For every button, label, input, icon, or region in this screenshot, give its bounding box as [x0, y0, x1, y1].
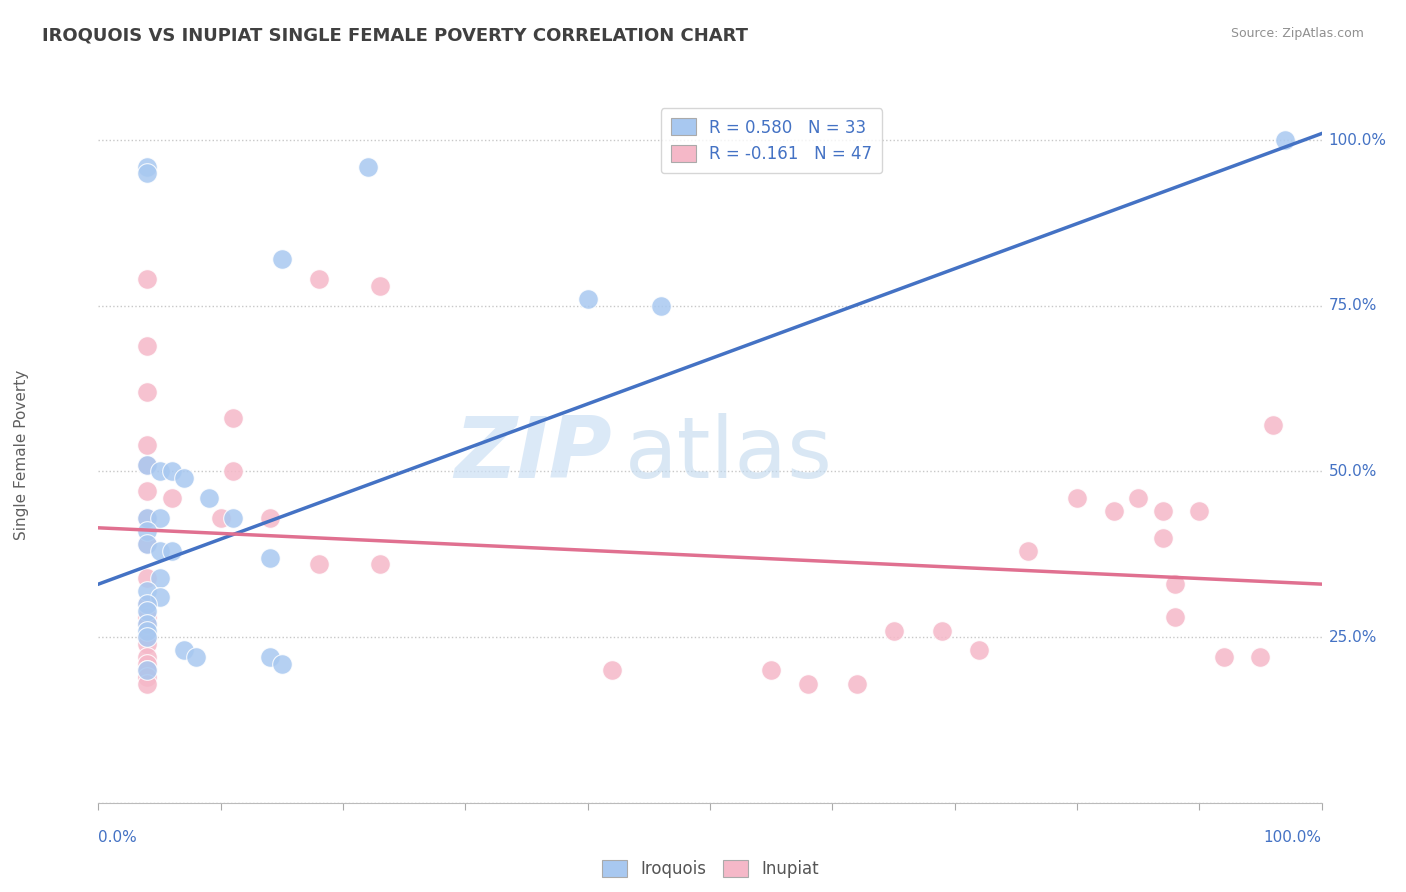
Point: [136, 384, 159, 399]
Point: [160, 544, 183, 558]
Point: [1152, 504, 1174, 518]
Point: [1274, 133, 1296, 147]
Point: [931, 624, 953, 638]
Point: [883, 624, 905, 638]
Point: [136, 537, 159, 551]
Point: [1212, 650, 1234, 665]
Text: atlas: atlas: [624, 413, 832, 497]
Point: [136, 338, 159, 352]
Text: 100.0%: 100.0%: [1329, 133, 1386, 148]
Point: [136, 524, 159, 538]
Text: IROQUOIS VS INUPIAT SINGLE FEMALE POVERTY CORRELATION CHART: IROQUOIS VS INUPIAT SINGLE FEMALE POVERT…: [42, 27, 748, 45]
Point: [761, 663, 783, 677]
Point: [1017, 544, 1039, 558]
Point: [173, 471, 195, 485]
Point: [160, 465, 183, 479]
Point: [308, 558, 330, 572]
Point: [1188, 504, 1211, 518]
Point: [222, 511, 245, 525]
Text: 25.0%: 25.0%: [1329, 630, 1376, 645]
Point: [576, 292, 599, 306]
Text: ZIP: ZIP: [454, 413, 612, 497]
Text: 0.0%: 0.0%: [98, 830, 138, 845]
Point: [368, 558, 391, 572]
Point: [149, 544, 172, 558]
Legend: Iroquois, Inupiat: Iroquois, Inupiat: [595, 854, 825, 885]
Point: [1164, 577, 1187, 591]
Point: [797, 676, 820, 690]
Point: [136, 458, 159, 472]
Point: [259, 550, 281, 565]
Point: [136, 583, 159, 598]
Point: [136, 630, 159, 644]
Point: [136, 484, 159, 499]
Point: [209, 511, 232, 525]
Point: [1261, 418, 1284, 433]
Point: [149, 570, 172, 584]
Point: [186, 650, 208, 665]
Point: [136, 624, 159, 638]
Point: [136, 616, 159, 631]
Point: [197, 491, 219, 505]
Text: Single Female Poverty: Single Female Poverty: [14, 370, 28, 540]
Point: [149, 465, 172, 479]
Point: [136, 597, 159, 611]
Point: [136, 160, 159, 174]
Point: [136, 537, 159, 551]
Point: [967, 643, 990, 657]
Point: [222, 465, 245, 479]
Point: [259, 511, 281, 525]
Point: [136, 511, 159, 525]
Point: [1249, 650, 1271, 665]
Point: [136, 438, 159, 452]
Point: [1152, 531, 1174, 545]
Point: [136, 670, 159, 684]
Point: [222, 411, 245, 425]
Point: [650, 299, 672, 313]
Point: [356, 160, 378, 174]
Point: [136, 166, 159, 180]
Text: 50.0%: 50.0%: [1329, 464, 1376, 479]
Point: [160, 491, 183, 505]
Text: Source: ZipAtlas.com: Source: ZipAtlas.com: [1230, 27, 1364, 40]
Point: [1102, 504, 1125, 518]
Point: [1164, 610, 1187, 624]
Point: [136, 630, 159, 644]
Point: [136, 657, 159, 671]
Point: [136, 663, 159, 677]
Point: [1066, 491, 1088, 505]
Point: [136, 604, 159, 618]
Point: [149, 591, 172, 605]
Text: 75.0%: 75.0%: [1329, 298, 1376, 313]
Point: [308, 272, 330, 286]
Point: [136, 616, 159, 631]
Text: 100.0%: 100.0%: [1264, 830, 1322, 845]
Point: [270, 252, 294, 267]
Point: [270, 657, 294, 671]
Point: [136, 650, 159, 665]
Point: [368, 279, 391, 293]
Point: [136, 610, 159, 624]
Point: [845, 676, 868, 690]
Point: [136, 597, 159, 611]
Point: [136, 511, 159, 525]
Point: [1128, 491, 1150, 505]
Point: [136, 458, 159, 472]
Point: [149, 511, 172, 525]
Point: [259, 650, 281, 665]
Point: [136, 663, 159, 677]
Point: [600, 663, 623, 677]
Point: [136, 637, 159, 651]
Point: [136, 676, 159, 690]
Point: [136, 570, 159, 584]
Point: [173, 643, 195, 657]
Point: [136, 272, 159, 286]
